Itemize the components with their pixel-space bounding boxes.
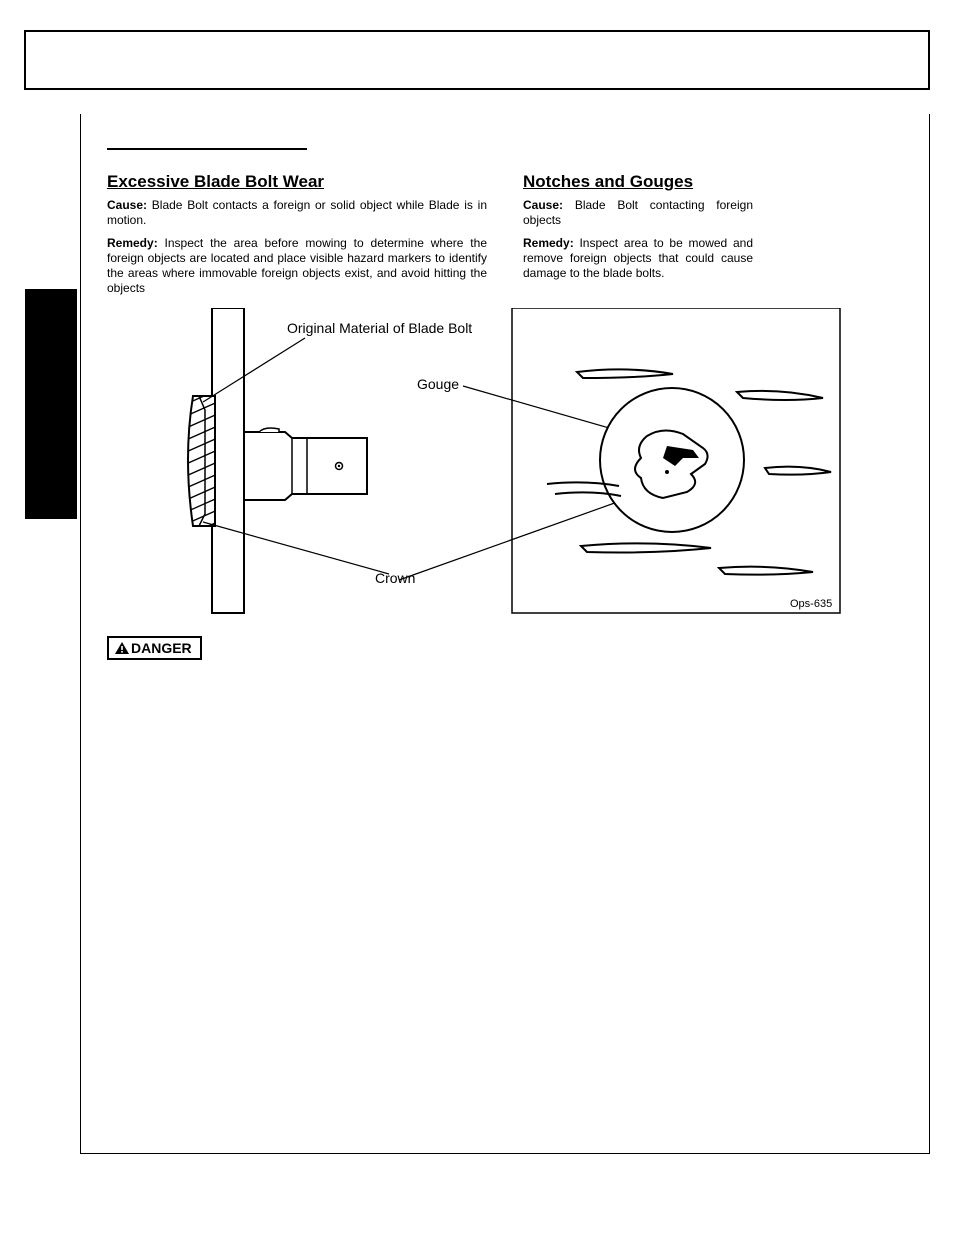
side-tab [25, 289, 77, 519]
right-cause-label: Cause: [523, 198, 563, 212]
danger-label: DANGER [131, 640, 192, 656]
left-remedy: Remedy: Inspect the area before mowing t… [107, 236, 487, 296]
diagram: Original Material of Blade Bolt Gouge Cr… [107, 308, 903, 618]
right-cause: Cause: Blade Bolt contacting foreign obj… [523, 198, 753, 228]
right-title: Notches and Gouges [523, 172, 903, 192]
label-crown: Crown [375, 570, 415, 586]
page-header-box [24, 30, 930, 90]
main-content: Excessive Blade Bolt Wear Cause: Blade B… [80, 114, 930, 1154]
diagram-svg [107, 308, 867, 618]
content-frame: Excessive Blade Bolt Wear Cause: Blade B… [80, 114, 930, 1154]
left-cause: Cause: Blade Bolt contacts a foreign or … [107, 198, 487, 228]
left-column: Excessive Blade Bolt Wear Cause: Blade B… [107, 172, 487, 304]
section-underline [107, 136, 307, 150]
left-cause-text: Blade Bolt contacts a foreign or solid o… [107, 198, 487, 227]
label-gouge: Gouge [417, 376, 459, 392]
danger-callout: DANGER [107, 636, 202, 660]
left-title: Excessive Blade Bolt Wear [107, 172, 487, 192]
warning-icon [115, 642, 129, 654]
left-remedy-label: Remedy: [107, 236, 158, 250]
left-remedy-text: Inspect the area before mowing to determ… [107, 236, 487, 295]
label-original: Original Material of Blade Bolt [287, 320, 472, 336]
right-column: Notches and Gouges Cause: Blade Bolt con… [523, 172, 903, 304]
label-ops: Ops-635 [790, 598, 832, 610]
right-remedy: Remedy: Inspect area to be mowed and rem… [523, 236, 753, 281]
two-column-text: Excessive Blade Bolt Wear Cause: Blade B… [107, 172, 903, 304]
right-remedy-label: Remedy: [523, 236, 574, 250]
left-cause-label: Cause: [107, 198, 147, 212]
